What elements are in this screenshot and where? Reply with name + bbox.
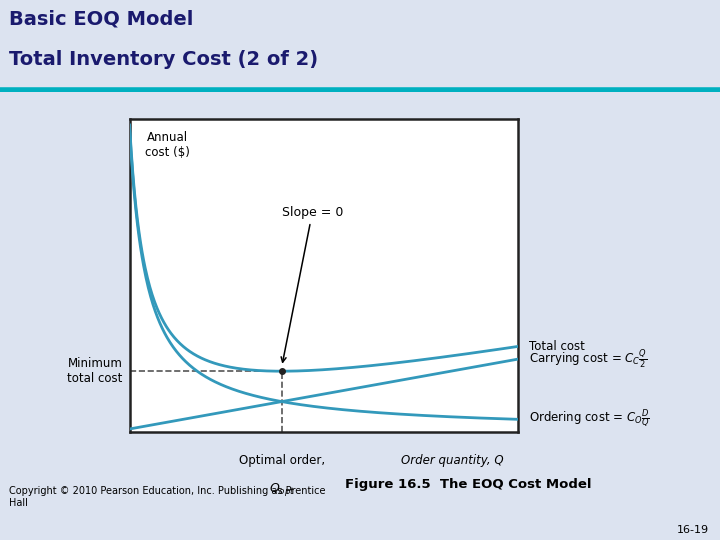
Text: $Q_{opt}$: $Q_{opt}$ xyxy=(269,481,295,497)
Text: Figure 16.5  The EOQ Cost Model: Figure 16.5 The EOQ Cost Model xyxy=(345,478,591,491)
Text: Total cost: Total cost xyxy=(529,340,585,353)
Text: Order quantity, Q: Order quantity, Q xyxy=(401,454,504,467)
Text: Annual
cost ($): Annual cost ($) xyxy=(145,131,190,159)
Text: Minimum
total cost: Minimum total cost xyxy=(67,357,122,385)
Text: Total Inventory Cost (2 of 2): Total Inventory Cost (2 of 2) xyxy=(9,51,318,70)
Text: Copyright © 2010 Pearson Education, Inc. Publishing as Prentice
Hall: Copyright © 2010 Pearson Education, Inc.… xyxy=(9,486,326,508)
Text: Basic EOQ Model: Basic EOQ Model xyxy=(9,9,194,28)
Text: 16-19: 16-19 xyxy=(677,524,709,535)
Text: Slope = 0: Slope = 0 xyxy=(281,206,343,362)
Text: Ordering cost = $C_O\frac{D}{Q}$: Ordering cost = $C_O\frac{D}{Q}$ xyxy=(529,408,650,430)
Text: Optimal order,: Optimal order, xyxy=(238,454,325,467)
Text: Carrying cost = $C_C\frac{Q}{2}$: Carrying cost = $C_C\frac{Q}{2}$ xyxy=(529,348,647,370)
